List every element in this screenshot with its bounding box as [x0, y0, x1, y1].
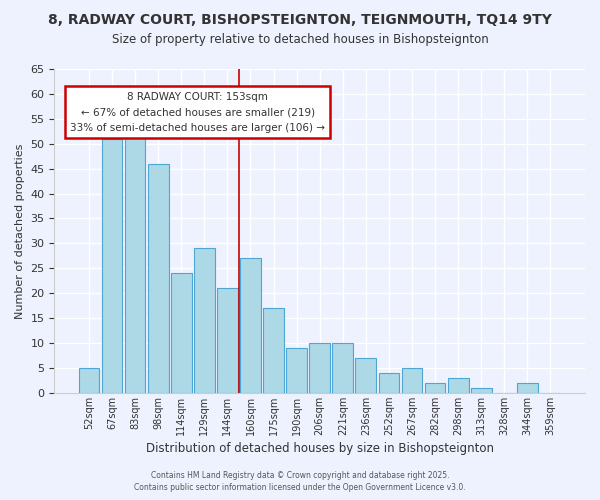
- Bar: [401, 368, 422, 393]
- Bar: [194, 248, 215, 393]
- Bar: [286, 348, 307, 393]
- Text: Contains HM Land Registry data © Crown copyright and database right 2025.
Contai: Contains HM Land Registry data © Crown c…: [134, 471, 466, 492]
- Bar: [263, 308, 284, 393]
- Bar: [217, 288, 238, 393]
- Bar: [171, 273, 191, 393]
- Y-axis label: Number of detached properties: Number of detached properties: [15, 143, 25, 318]
- Text: 8 RADWAY COURT: 153sqm
← 67% of detached houses are smaller (219)
33% of semi-de: 8 RADWAY COURT: 153sqm ← 67% of detached…: [70, 92, 325, 133]
- Bar: [425, 383, 445, 393]
- Bar: [355, 358, 376, 393]
- Bar: [471, 388, 491, 393]
- Bar: [332, 343, 353, 393]
- Bar: [240, 258, 261, 393]
- Bar: [310, 343, 330, 393]
- Bar: [79, 368, 99, 393]
- Text: Size of property relative to detached houses in Bishopsteignton: Size of property relative to detached ho…: [112, 32, 488, 46]
- Bar: [379, 373, 400, 393]
- Bar: [448, 378, 469, 393]
- Bar: [101, 138, 122, 393]
- Bar: [148, 164, 169, 393]
- Bar: [517, 383, 538, 393]
- X-axis label: Distribution of detached houses by size in Bishopsteignton: Distribution of detached houses by size …: [146, 442, 494, 455]
- Bar: [125, 129, 145, 393]
- Text: 8, RADWAY COURT, BISHOPSTEIGNTON, TEIGNMOUTH, TQ14 9TY: 8, RADWAY COURT, BISHOPSTEIGNTON, TEIGNM…: [48, 12, 552, 26]
